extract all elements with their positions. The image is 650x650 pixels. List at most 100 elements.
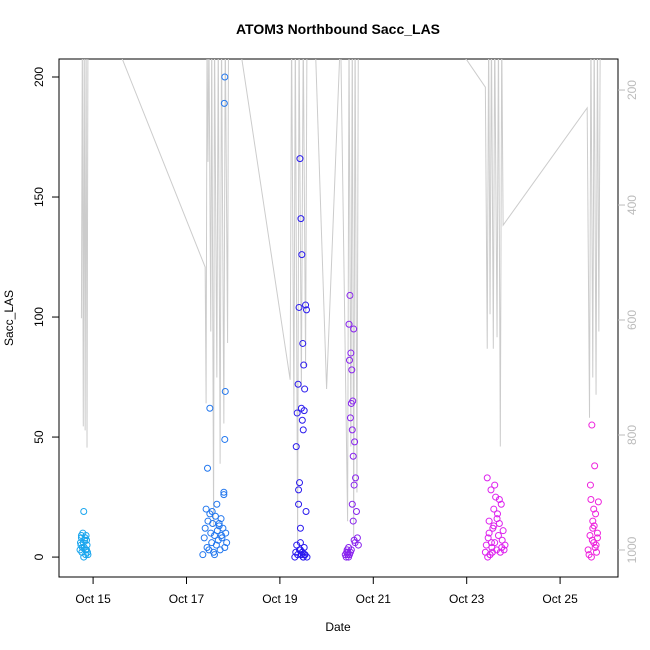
point xyxy=(302,301,310,309)
point xyxy=(201,524,209,532)
point xyxy=(301,385,309,393)
point xyxy=(204,464,212,472)
point xyxy=(300,543,308,551)
point xyxy=(588,536,596,544)
point xyxy=(500,546,508,554)
point xyxy=(294,380,302,388)
point xyxy=(218,531,226,539)
point xyxy=(346,291,354,299)
point xyxy=(348,500,356,508)
point xyxy=(584,546,592,554)
point xyxy=(221,435,229,443)
y-tick-label: 100 xyxy=(32,307,46,327)
point xyxy=(221,73,229,81)
point xyxy=(293,409,301,417)
point xyxy=(491,481,499,489)
point xyxy=(83,536,91,544)
point xyxy=(303,306,311,314)
y-axis-label: Sacc_LAS xyxy=(2,290,16,346)
point xyxy=(297,215,305,223)
point xyxy=(352,474,360,482)
point xyxy=(220,491,228,499)
point xyxy=(345,356,353,364)
point xyxy=(589,517,597,525)
point xyxy=(200,534,208,542)
point xyxy=(296,479,304,487)
point xyxy=(348,366,356,374)
x-tick-label: Oct 23 xyxy=(449,592,485,606)
point xyxy=(352,507,360,515)
y-tick-label: 150 xyxy=(32,187,46,207)
point xyxy=(199,551,207,559)
point xyxy=(76,539,84,547)
point xyxy=(295,303,303,311)
point xyxy=(350,325,358,333)
point xyxy=(299,426,307,434)
point xyxy=(484,553,492,561)
point xyxy=(351,438,359,446)
point xyxy=(495,495,503,503)
point xyxy=(593,548,601,556)
x-tick-label: Oct 15 xyxy=(75,592,111,606)
point xyxy=(214,536,222,544)
point xyxy=(213,500,221,508)
point xyxy=(351,539,359,547)
y2-tick-label: 600 xyxy=(625,310,639,330)
point xyxy=(345,320,353,328)
point xyxy=(77,531,85,539)
point xyxy=(300,361,308,369)
point xyxy=(492,493,500,501)
point xyxy=(488,548,496,556)
point xyxy=(295,486,303,494)
point xyxy=(206,510,214,518)
x-tick-label: Oct 25 xyxy=(542,592,578,606)
point xyxy=(80,553,88,561)
point xyxy=(349,452,357,460)
point xyxy=(302,507,310,515)
point xyxy=(299,339,307,347)
point xyxy=(296,155,304,163)
point xyxy=(485,529,493,537)
point xyxy=(296,539,304,547)
point xyxy=(587,495,595,503)
x-tick-label: Oct 17 xyxy=(169,592,205,606)
point xyxy=(347,546,355,554)
point xyxy=(347,399,355,407)
point xyxy=(348,426,356,434)
point xyxy=(594,498,602,506)
point xyxy=(349,517,357,525)
point xyxy=(497,500,505,508)
chart-title: ATOM3 Northbound Sacc_LAS xyxy=(236,21,440,37)
point xyxy=(590,522,598,530)
point xyxy=(298,251,306,259)
point xyxy=(499,527,507,535)
point xyxy=(590,505,598,513)
plot-area xyxy=(76,59,602,561)
point xyxy=(298,416,306,424)
y-tick-label: 50 xyxy=(32,430,46,444)
point xyxy=(591,462,599,470)
y-tick-label: 200 xyxy=(32,67,46,87)
point xyxy=(221,543,229,551)
point xyxy=(300,551,308,559)
point xyxy=(220,99,228,107)
point xyxy=(213,527,221,535)
x-tick-label: Oct 19 xyxy=(262,592,298,606)
point xyxy=(498,543,506,551)
point xyxy=(212,541,220,549)
point xyxy=(346,414,354,422)
point xyxy=(487,539,495,547)
point xyxy=(207,529,215,537)
point xyxy=(490,522,498,530)
point xyxy=(588,421,596,429)
point xyxy=(592,541,600,549)
point xyxy=(292,443,300,451)
point xyxy=(295,500,303,508)
point xyxy=(206,404,214,412)
point xyxy=(496,548,504,556)
point xyxy=(484,534,492,542)
point xyxy=(217,515,225,523)
point xyxy=(485,517,493,525)
